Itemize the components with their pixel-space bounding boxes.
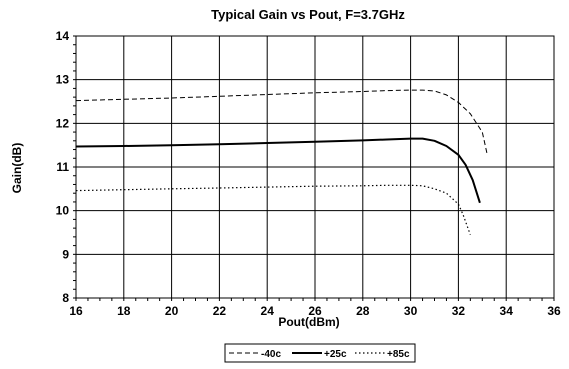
grid-lines bbox=[75, 35, 555, 299]
series-line-1 bbox=[75, 89, 488, 155]
x-tick-label: 36 bbox=[547, 304, 561, 318]
x-tick-label: 30 bbox=[404, 304, 418, 318]
series-line-2 bbox=[75, 137, 481, 204]
x-tick-label: 32 bbox=[452, 304, 466, 318]
y-tick-label: 11 bbox=[56, 160, 69, 174]
axis-ticks: 16 18 20 22 24 26 28 30 32 34 36 8 9 10 11 12 13 14 bbox=[56, 29, 561, 318]
legend: -40c +25c +85c bbox=[224, 343, 416, 363]
x-tick-label: 26 bbox=[308, 304, 322, 318]
y-tick-label: 10 bbox=[56, 204, 70, 218]
x-tick-label: 34 bbox=[500, 304, 514, 318]
x-tick-label: 20 bbox=[165, 304, 179, 318]
x-tick-label: 24 bbox=[261, 304, 275, 318]
legend-label-2: +25c bbox=[324, 349, 347, 360]
x-axis-label: Pout(dBm) bbox=[278, 315, 339, 329]
legend-label-1: -40c bbox=[261, 349, 281, 360]
x-tick-label: 18 bbox=[117, 304, 131, 318]
x-tick-label: 28 bbox=[356, 304, 370, 318]
series-lines bbox=[75, 89, 488, 235]
y-tick-label: 13 bbox=[56, 73, 70, 87]
y-tick-label: 12 bbox=[56, 116, 70, 130]
y-tick-label: 14 bbox=[56, 29, 70, 43]
x-tick-label: 16 bbox=[69, 304, 83, 318]
chart-title: Typical Gain vs Pout, F=3.7GHz bbox=[211, 7, 405, 22]
y-tick-label: 9 bbox=[62, 247, 69, 261]
series-line-3 bbox=[75, 184, 471, 235]
x-tick-label: 22 bbox=[213, 304, 227, 318]
y-tick-label: 8 bbox=[62, 291, 69, 305]
y-axis-label: Gain(dB) bbox=[10, 143, 24, 194]
legend-label-3: +85c bbox=[387, 349, 410, 360]
